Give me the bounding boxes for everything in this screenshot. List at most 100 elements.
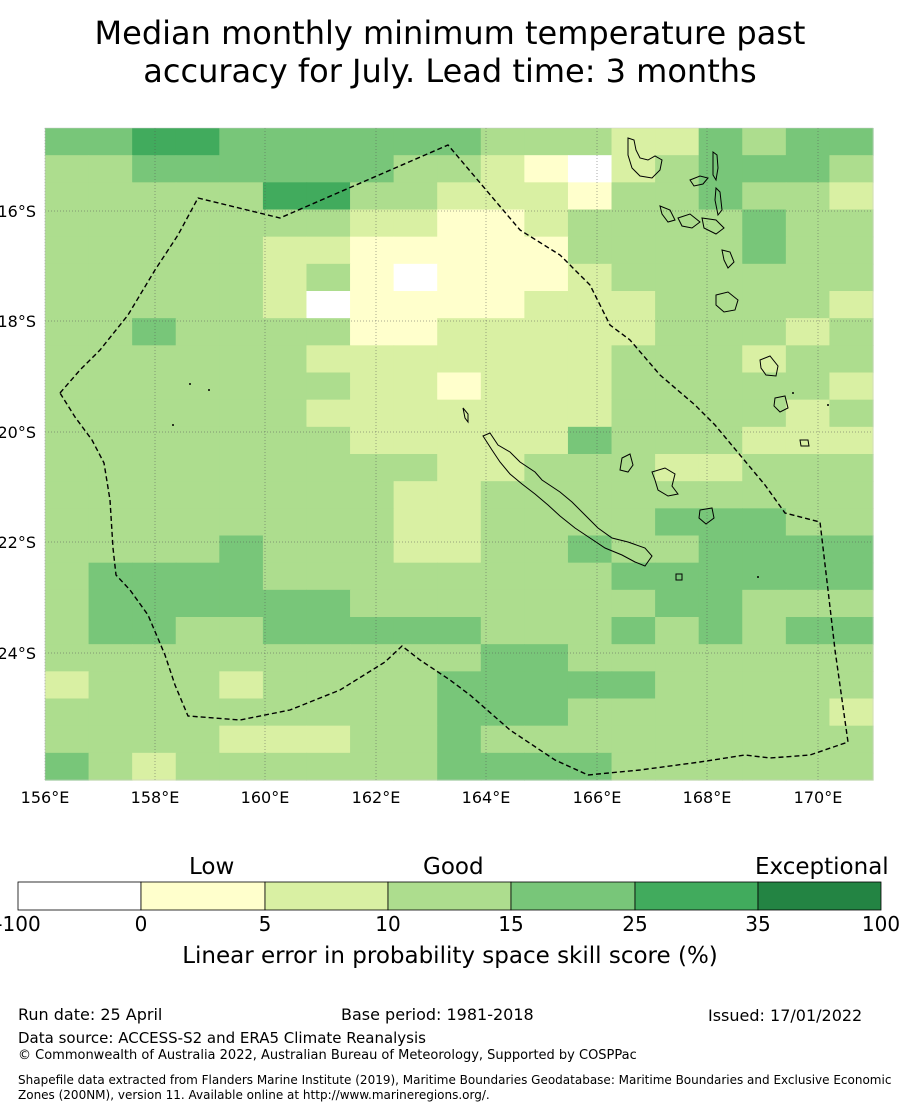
coastline-new-caledonia [482,432,653,567]
grid-cell [393,182,438,211]
grid-cell [655,725,700,754]
grid-cell [524,698,569,727]
grid-cell [306,209,351,238]
grid-cell [742,725,787,754]
grid-cell [262,263,308,292]
grid-cell [262,399,308,428]
grid-cell [524,263,569,292]
grid-cell [45,291,90,319]
grid-cell [655,671,700,700]
grid-cell [350,562,395,591]
grid-cell [132,345,177,374]
grid-cell [306,617,351,645]
grid-cell [437,155,482,183]
grid-cell [829,426,874,455]
grid-cell [262,752,308,781]
grid-cell [306,481,351,509]
grid-cell [480,562,525,591]
grid-cell [45,318,90,346]
grid-cell [567,236,613,265]
grid-cell [742,263,787,292]
colorbar-tick-label: 5 [258,912,272,936]
grid-cell [132,372,177,401]
grid-cell [132,644,177,672]
grid-cell [219,752,264,781]
grid-cell [611,209,656,238]
grid-cell [742,535,787,564]
lon-tick-label: 160°E [241,788,290,807]
grid-cell [524,426,569,455]
grid-cell [611,345,656,374]
grid-cell [567,535,613,564]
grid-cell [785,481,831,509]
grid-cell [175,318,220,346]
grid-cell [480,291,525,319]
grid-cell [45,725,90,754]
grid-cell [655,345,700,374]
grid-cell [655,562,700,591]
grid-cell [306,752,351,781]
grid-cell [437,698,482,727]
grid-cell [829,617,874,645]
grid-cell [132,617,177,645]
grid-cell [350,644,395,672]
grid-cell [829,263,874,292]
map-frame [44,127,874,781]
grid-cell [350,589,395,618]
grid-cell [480,481,525,509]
grid-cell [567,562,613,591]
grid-cell [262,562,308,591]
grid-cell [829,399,874,428]
grid-cell [350,617,395,645]
lat-tick-label: 22°S [0,533,36,552]
grid-cell [655,236,700,265]
grid-cell [306,589,351,618]
grid-cell [393,291,438,319]
grid-cell [742,155,787,183]
grid-cell [88,263,133,292]
grid-cell [219,263,264,292]
grid-cell [698,263,743,292]
grid-cell [437,562,482,591]
grid-cell [393,617,438,645]
colorbar-swatch [757,881,882,911]
grid-cell [655,291,700,319]
grid-cell [88,318,133,346]
grid-cell [45,345,90,374]
grid-cell [306,399,351,428]
grid-cell [437,671,482,700]
grid-cell [175,752,220,781]
grid-cell [437,725,482,754]
grid-cell [698,399,743,428]
grid-cell [306,426,351,455]
grid-cell [785,209,831,238]
grid-cell [132,236,177,265]
grid-cell [611,372,656,401]
grid-cell [45,508,90,537]
coastline-efate [715,291,739,313]
grid-cell [45,209,90,238]
grid-cell [350,291,395,319]
grid-cell [262,155,308,183]
grid-cell [262,426,308,455]
grid-cell [306,562,351,591]
grid-cell [132,535,177,564]
grid-cell [45,617,90,645]
grid-cell [785,372,831,401]
grid-cell [219,589,264,618]
grid-cell [350,698,395,727]
colorbar-swatch [387,881,512,911]
grid-cell [219,725,264,754]
grid-cell [785,644,831,672]
grid-cell [524,644,569,672]
grid-cell [655,399,700,428]
grid-cell [393,345,438,374]
coastlines [462,137,810,581]
lat-tick-label: 16°S [0,202,36,221]
grid-cell [524,752,569,781]
grid-cell [437,752,482,781]
grid-cell [219,399,264,428]
grid-cell [655,426,700,455]
eez-boundary [59,144,849,776]
grid-cell [829,236,874,265]
